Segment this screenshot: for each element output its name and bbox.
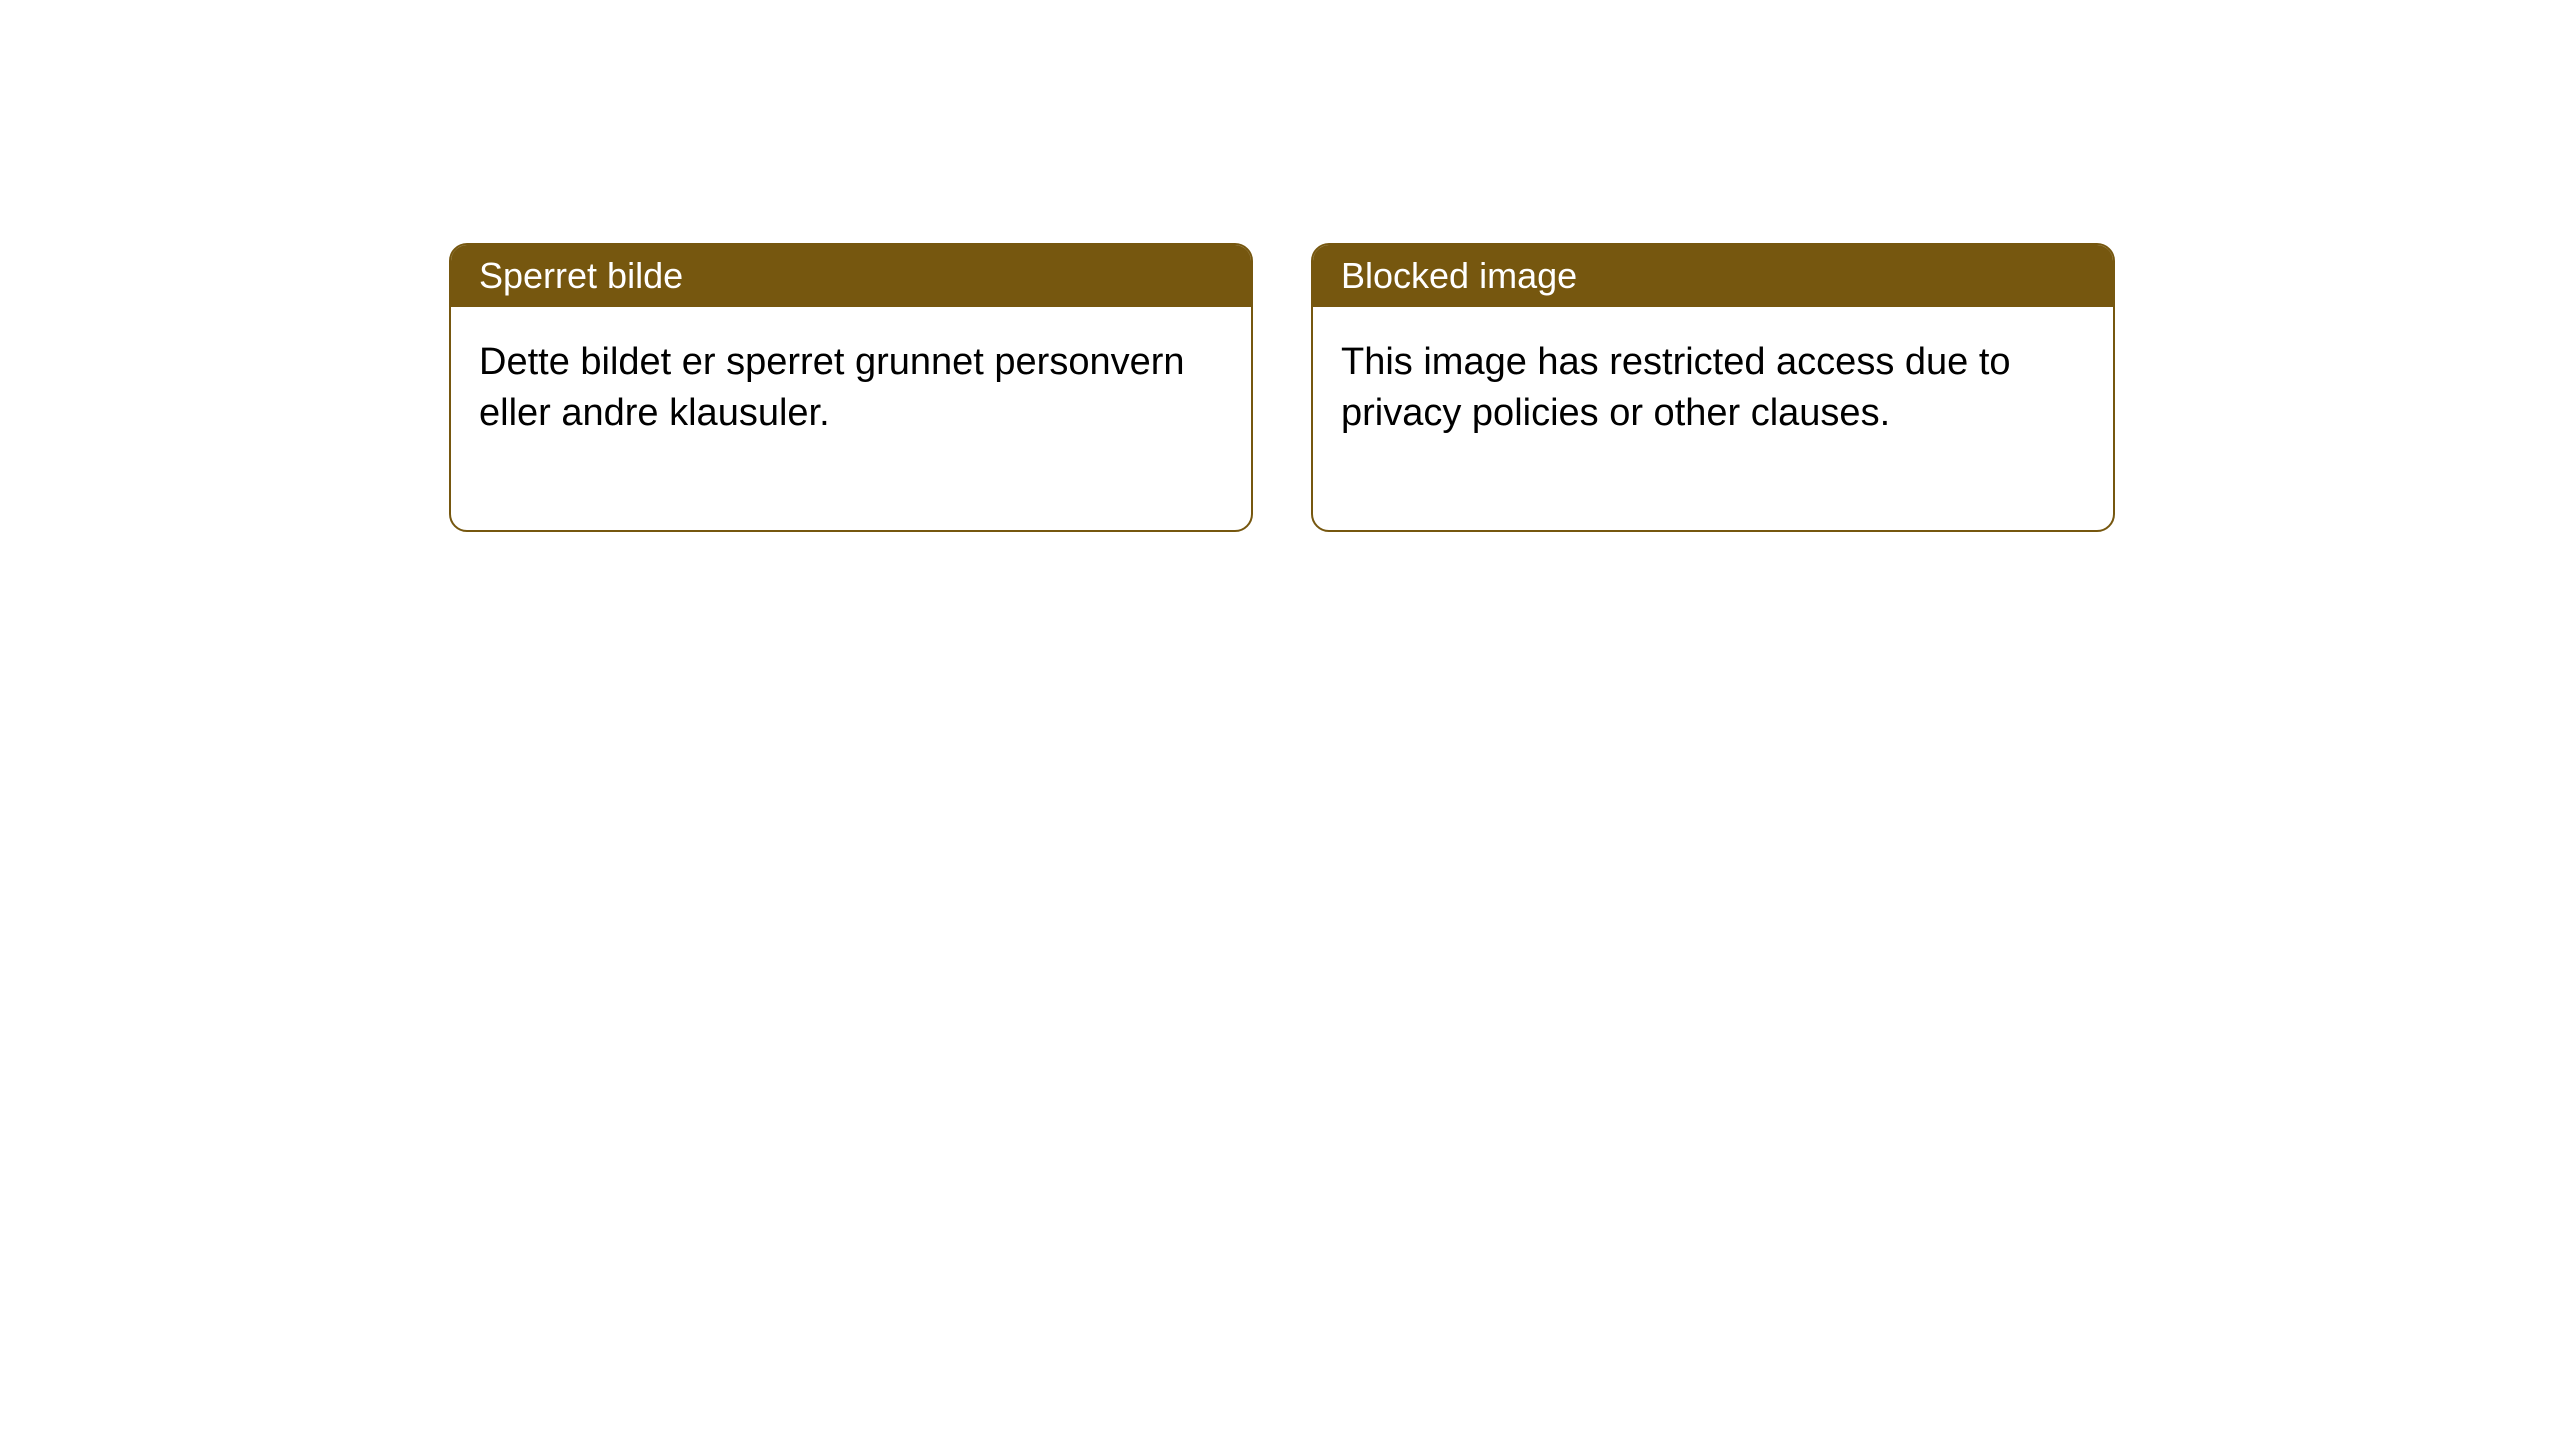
notice-container: Sperret bilde Dette bildet er sperret gr…	[0, 0, 2560, 532]
notice-body-norwegian: Dette bildet er sperret grunnet personve…	[451, 307, 1251, 530]
notice-card-english: Blocked image This image has restricted …	[1311, 243, 2115, 532]
notice-body-english: This image has restricted access due to …	[1313, 307, 2113, 530]
notice-header-norwegian: Sperret bilde	[451, 245, 1251, 307]
notice-header-english: Blocked image	[1313, 245, 2113, 307]
notice-card-norwegian: Sperret bilde Dette bildet er sperret gr…	[449, 243, 1253, 532]
